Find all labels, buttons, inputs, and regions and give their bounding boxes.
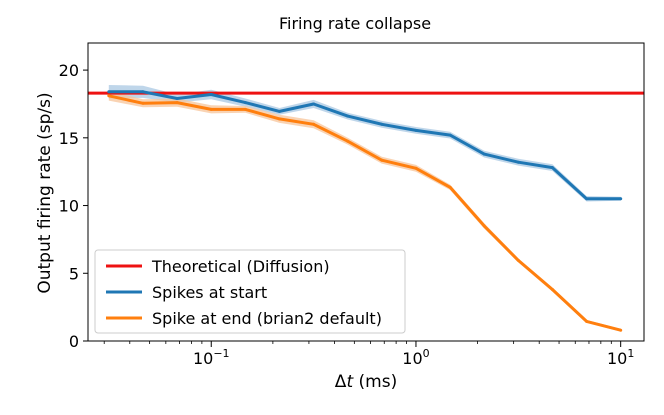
series-1-point [209, 107, 213, 111]
series-1-point [482, 224, 486, 228]
y-axis-label: Output firing rate (sp/s) [35, 92, 55, 293]
series-1-point [516, 258, 520, 262]
series-1-point [107, 94, 111, 98]
series-1-point [175, 101, 179, 105]
y-tick-label: 20 [59, 61, 79, 80]
series-0-point [448, 133, 452, 137]
series-1-point [448, 185, 452, 189]
x-axis-ticks: 10−1 100 101 [103, 341, 634, 368]
series-1-point [312, 122, 316, 126]
legend-label-spike-at-end: Spike at end (brian2 default) [152, 309, 382, 328]
series-0-point [414, 128, 418, 132]
series-lines [88, 90, 644, 332]
legend-box [94, 249, 406, 334]
series-1-point [619, 328, 623, 332]
x-axis-label-var: t [346, 372, 354, 392]
series-0-point [380, 122, 384, 126]
series-0-point [175, 97, 179, 100]
series-1-point [550, 288, 554, 291]
y-tick-label: 10 [59, 197, 79, 216]
series-0-point [141, 90, 145, 94]
y-tick-label: 15 [59, 129, 79, 148]
legend-label-theoretical: Theoretical (Diffusion) [151, 257, 330, 276]
series-0-point [585, 197, 589, 201]
y-axis-ticks: 0 5 10 15 20 [59, 61, 88, 351]
plot-area [87, 42, 645, 342]
series-1-line [108, 94, 622, 332]
y-tick-label: 5 [69, 264, 79, 283]
series-0-point [619, 197, 623, 201]
series-0-point [482, 152, 486, 156]
series-0-point [550, 166, 554, 170]
x-tick-label: 100 [402, 347, 429, 368]
legend: Theoretical (Diffusion) Spikes at start … [94, 249, 406, 334]
chart-title: Firing rate collapse [279, 14, 431, 33]
series-1-point [346, 139, 350, 143]
series-1-point [141, 101, 145, 105]
series-0-point [243, 101, 247, 105]
legend-label-spikes-at-start: Spikes at start [152, 283, 267, 302]
x-tick-label: 10−1 [193, 347, 230, 368]
series-0-point [516, 160, 520, 164]
series-1-point [414, 166, 418, 170]
series-1-point [380, 158, 384, 162]
y-tick-label: 0 [69, 332, 79, 351]
x-tick-label: 101 [607, 347, 634, 368]
x-axis-label-prefix: Δ [335, 372, 347, 392]
series-0-point [107, 90, 111, 94]
series-0-line [108, 90, 621, 201]
series-1-point [585, 319, 589, 323]
series-0-point [278, 109, 281, 113]
x-axis-label-suffix: (ms) [353, 372, 397, 392]
series-1-point [243, 107, 247, 111]
series-0-point [346, 114, 350, 118]
series-0-point [209, 93, 213, 96]
x-axis-label: Δt (ms) [335, 372, 397, 392]
series-0-point [312, 102, 316, 106]
series-1-point [278, 117, 281, 121]
